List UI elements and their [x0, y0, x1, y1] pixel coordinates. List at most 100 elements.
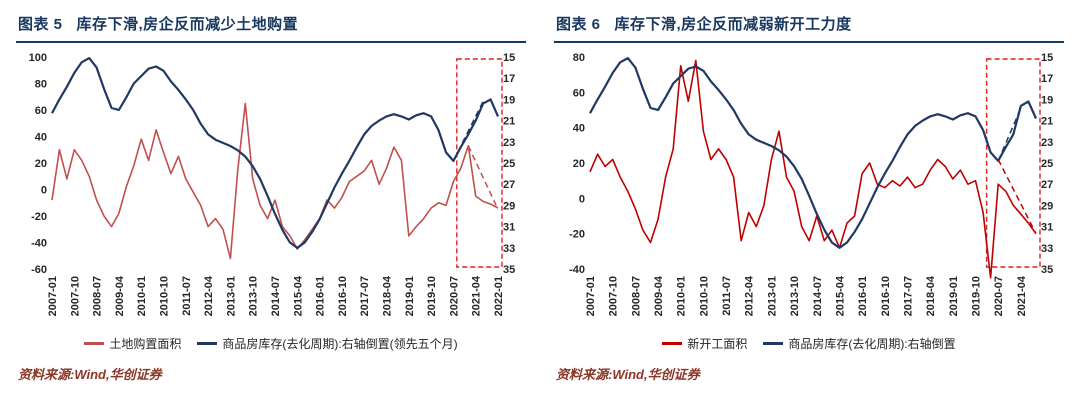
right-axis-tick-label: 23 — [1041, 137, 1053, 149]
x-axis-tick-label: 2015-04 — [835, 275, 847, 316]
right-axis-tick-label: 19 — [1041, 94, 1053, 106]
left-axis-tick-label: 80 — [573, 52, 585, 64]
x-axis-tick-label: 2007-10 — [69, 276, 81, 316]
legend-item: 新开工面积 — [662, 335, 747, 352]
title-underline — [16, 41, 526, 43]
highlight-box — [456, 58, 503, 268]
right-axis-tick-label: 25 — [503, 158, 515, 170]
x-axis-tick-label: 2019-01 — [404, 276, 416, 316]
left-axis-tick-label: 60 — [35, 105, 47, 117]
legend-item: 土地购置面积 — [84, 335, 181, 352]
figure-number: 图表 6 — [556, 16, 601, 33]
right-axis-tick-label: 19 — [503, 94, 515, 106]
figure-number: 图表 5 — [18, 16, 63, 33]
x-axis-tick-label: 2016-01 — [315, 276, 327, 316]
right-axis-tick-label: 21 — [503, 116, 515, 128]
left-axis-tick-label: 40 — [573, 123, 585, 135]
x-axis-tick-label: 2011-07 — [721, 276, 733, 316]
legend-swatch-red — [662, 342, 683, 345]
left-axis-tick-label: 40 — [35, 132, 47, 144]
x-axis-tick-label: 2017-07 — [359, 276, 371, 316]
left-axis-tick-label: -40 — [31, 238, 47, 250]
left-axis-tick-label: 20 — [573, 158, 585, 170]
projection-dashed-line — [452, 101, 484, 162]
x-axis-tick-label: 2011-07 — [181, 276, 193, 316]
x-axis-tick-label: 2022-01 — [493, 276, 505, 316]
x-axis-tick-label: 2020-07 — [448, 276, 460, 316]
right-axis-tick-label: 29 — [503, 200, 515, 212]
projection-dashed-line — [467, 145, 499, 210]
x-axis-tick-label: 2008-07 — [630, 276, 642, 316]
x-axis-tick-label: 2013-10 — [789, 276, 801, 316]
legend-figure-6: 新开工面积 商品房库存(去化周期):右轴倒置 — [554, 335, 1064, 352]
x-axis-tick-label: 2016-10 — [880, 276, 892, 316]
right-axis-tick-label: 29 — [1041, 200, 1053, 212]
left-axis-tick-label: -20 — [31, 211, 47, 223]
x-axis-tick-label: 2016-01 — [857, 276, 869, 316]
title-underline — [554, 41, 1064, 43]
x-axis-tick-label: 2021-04 — [1016, 275, 1028, 316]
x-axis-tick-label: 2013-01 — [766, 276, 778, 316]
chart-figure-6: 80 60 40 20 0 -20 -40 15 17 19 21 23 25 27 29 31 33 35 200… — [569, 52, 1053, 316]
projection-dashed-line — [997, 159, 1037, 235]
x-axis-tick-label: 2014-07 — [270, 276, 282, 316]
right-axis-tick-label: 17 — [1041, 73, 1053, 85]
highlight-box — [985, 58, 1041, 268]
left-axis-tick-label: 100 — [29, 52, 47, 64]
right-axis-tick-label: 17 — [503, 73, 515, 85]
legend-swatch-blue — [197, 342, 218, 345]
x-axis-tick-label: 2013-01 — [225, 276, 237, 316]
left-axis-tick-label: -40 — [569, 264, 585, 276]
legend-figure-5: 土地购置面积 商品房库存(去化周期):右轴倒置(领先五个月) — [16, 335, 526, 352]
x-axis-tick-label: 2017-07 — [903, 276, 915, 316]
chart-figure-5: 100 80 60 40 20 0 -20 -40 -60 15 17 19 21 23 25 27 29 31 3… — [29, 52, 516, 316]
x-axis-tick-label: 2010-10 — [159, 276, 171, 316]
right-axis-tick-label: 35 — [1041, 264, 1053, 276]
legend-label: 商品房库存(去化周期):右轴倒置 — [788, 337, 956, 351]
chart-title-5: 图表 5 库存下滑,房企反而减少土地购置 — [16, 8, 526, 41]
x-axis-tick-label: 2010-01 — [676, 276, 688, 316]
x-axis-tick-label: 2007-01 — [47, 276, 59, 316]
right-axis-tick-label: 15 — [503, 52, 515, 64]
figure-title-text: 库存下滑,房企反而减少土地购置 — [76, 16, 299, 33]
x-axis-tick-label: 2016-10 — [337, 276, 349, 316]
x-axis-tick-label: 2014-07 — [812, 276, 824, 316]
right-axis-tick-label: 31 — [503, 222, 515, 234]
right-axis-tick-label: 23 — [503, 137, 515, 149]
figure-title-text: 库存下滑,房企反而减弱新开工力度 — [614, 16, 852, 33]
x-axis-tick-label: 2020-07 — [993, 276, 1005, 316]
series-line-1 — [589, 57, 1038, 249]
x-axis-tick-label: 2019-10 — [426, 276, 438, 316]
x-axis-tick-label: 2008-07 — [92, 276, 104, 316]
x-axis-tick-label: 2010-10 — [698, 276, 710, 316]
legend-swatch-blue — [763, 342, 784, 345]
left-axis-tick-label: 20 — [35, 158, 47, 170]
legend-item: 商品房库存(去化周期):右轴倒置(领先五个月) — [197, 335, 458, 352]
x-axis-tick-label: 2019-01 — [948, 276, 960, 316]
right-axis-tick-label: 31 — [1041, 222, 1053, 234]
x-axis-tick-label: 2010-01 — [136, 276, 148, 316]
right-axis-tick-label: 15 — [1041, 52, 1053, 64]
x-axis-tick-label: 2009-04 — [114, 275, 126, 316]
series-line-1 — [51, 57, 500, 249]
series-line-0 — [51, 102, 499, 260]
right-axis-tick-label: 27 — [1041, 179, 1053, 191]
x-axis-tick-label: 2018-04 — [382, 275, 394, 316]
right-axis-tick-label: 33 — [1041, 243, 1053, 255]
left-axis-tick-label: 0 — [579, 193, 585, 205]
panel-figure-5: 图表 5 库存下滑,房企反而减少土地购置 100 80 60 40 20 0 -20 -40 -6… — [16, 8, 526, 383]
left-axis-tick-label: 80 — [35, 79, 47, 91]
right-axis-tick-label: 33 — [503, 243, 515, 255]
left-axis-tick-label: -20 — [569, 229, 585, 241]
series-line-0 — [589, 59, 1037, 279]
panel-figure-6: 图表 6 库存下滑,房企反而减弱新开工力度 80 60 40 20 0 -20 -40 15 17… — [554, 8, 1064, 383]
x-axis-tick-label: 2019-10 — [971, 276, 983, 316]
legend-swatch-red — [84, 342, 105, 345]
right-axis-tick-label: 25 — [1041, 158, 1053, 170]
x-axis-tick-label: 2013-10 — [248, 276, 260, 316]
legend-label: 土地购置面积 — [109, 337, 182, 351]
source-note: 资料来源:Wind,华创证券 — [556, 367, 700, 382]
left-axis-tick-label: 60 — [573, 87, 585, 99]
right-axis-tick-label: 27 — [503, 179, 515, 191]
legend-label: 商品房库存(去化周期):右轴倒置(领先五个月) — [222, 337, 458, 351]
